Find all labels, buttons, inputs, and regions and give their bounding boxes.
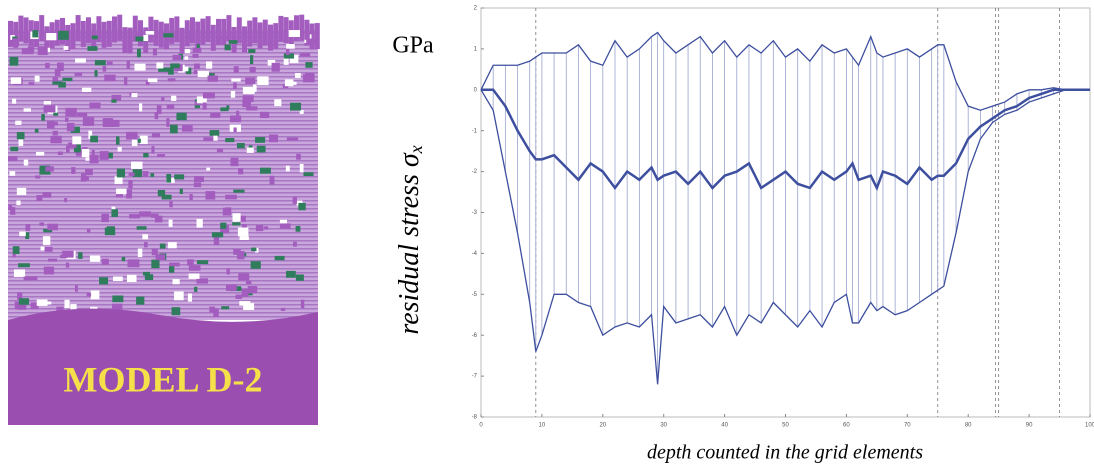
y-tick-label: -4	[472, 251, 478, 257]
y-axis-title-main: residual stress σ	[394, 152, 425, 334]
y-tick-label: -6	[472, 333, 478, 339]
x-tick-label: 80	[965, 423, 972, 429]
x-tick-label: 60	[843, 423, 850, 429]
unit-label: GPa	[392, 33, 434, 59]
x-axis-title: depth counted in the grid elements	[647, 442, 923, 464]
x-tick-label: 20	[599, 423, 606, 429]
x-tick-label: 90	[1026, 423, 1033, 429]
y-tick-label: -7	[472, 374, 478, 380]
y-tick-label: -2	[472, 169, 478, 175]
x-tick-label: 30	[660, 423, 667, 429]
x-tick-label: 50	[782, 423, 789, 429]
figure: MODEL D-2 GPa residual stress σx depth c…	[0, 0, 1094, 468]
y-axis-title: residual stress σx	[394, 145, 426, 334]
y-tick-label: 1	[474, 46, 478, 52]
x-tick-label: 10	[539, 423, 546, 429]
chart: GPa residual stress σx depth counted in …	[0, 0, 1094, 468]
y-tick-label: 2	[474, 6, 478, 12]
x-tick-label: 0	[479, 423, 483, 429]
y-axis-title-sub: x	[406, 145, 426, 154]
x-tick-label: 100	[1085, 423, 1094, 429]
y-tick-label: -5	[472, 292, 478, 298]
y-tick-label: 0	[474, 87, 478, 93]
y-tick-label: -3	[472, 210, 478, 216]
x-tick-label: 40	[721, 423, 728, 429]
y-tick-label: -1	[472, 128, 478, 134]
x-tick-label: 70	[904, 423, 911, 429]
y-tick-label: -8	[472, 415, 478, 421]
